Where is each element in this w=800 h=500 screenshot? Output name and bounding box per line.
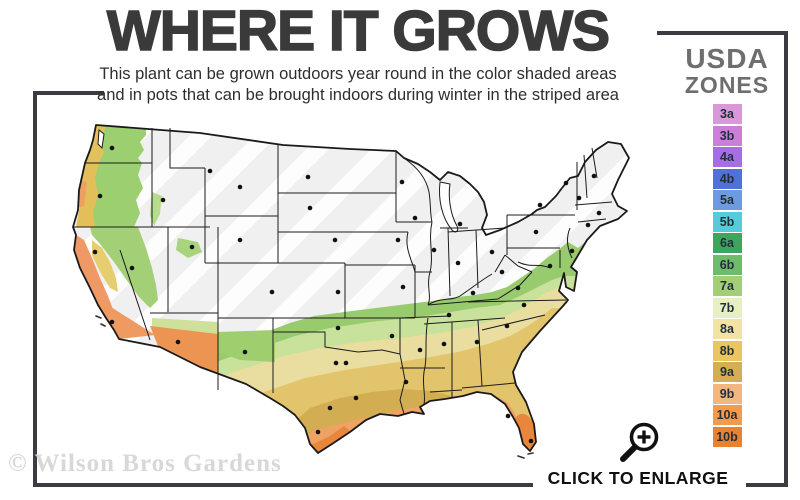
- click-to-enlarge-label[interactable]: CLICK TO ENLARGE: [547, 468, 729, 488]
- zone-swatch-list: 3a 3b 4a 4b 5a 5b 6a 6b 7a 7b 8a 8b 9a 9…: [684, 104, 770, 447]
- zone-swatch-9a: 9a: [712, 362, 742, 382]
- frame-left-dash: [33, 91, 104, 95]
- zone-swatch-3b: 3b: [712, 125, 742, 146]
- subtitle-line-2: and in pots that can be brought indoors …: [97, 86, 619, 104]
- great-lakes: [97, 129, 459, 233]
- frame-left: [33, 91, 37, 487]
- frame-right: [784, 31, 788, 487]
- page-title: WHERE IT GROWS: [106, 0, 611, 63]
- zone-swatch-6a: 6a: [712, 233, 742, 253]
- state-borders: [73, 128, 613, 415]
- us-outline: [72, 124, 630, 454]
- frame-bottom-left: [33, 483, 533, 487]
- subtitle-line-1: This plant can be grown outdoors year ro…: [99, 65, 617, 83]
- city-dots: [92, 145, 602, 444]
- zone-swatch-8b: 8b: [712, 340, 742, 361]
- zone-swatch-9b: 9b: [712, 383, 742, 404]
- zone-swatch-4a: 4a: [712, 147, 742, 167]
- zone-swatch-3a: 3a: [712, 104, 742, 124]
- zone-swatch-4b: 4b: [712, 168, 742, 189]
- magnifier-plus-icon[interactable]: [615, 418, 665, 466]
- zone-swatch-7b: 7b: [712, 297, 742, 318]
- legend-title-zones: ZONES: [684, 72, 770, 98]
- zone-swatch-7a: 7a: [712, 276, 742, 296]
- islands: [95, 315, 534, 459]
- zone-swatch-5a: 5a: [712, 190, 742, 210]
- zone-swatch-5b: 5b: [712, 211, 742, 232]
- zone-swatch-10a: 10a: [712, 405, 742, 425]
- frame-top: [657, 31, 788, 35]
- legend-title-usda: USDA: [685, 43, 769, 74]
- watermark: © Wilson Bros Gardens: [8, 450, 282, 477]
- zone-swatch-8a: 8a: [712, 319, 742, 339]
- frame-bottom-right: [746, 483, 788, 487]
- zone-swatch-6b: 6b: [712, 254, 742, 275]
- usda-zones-legend: USDA ZONES 3a 3b 4a 4b 5a 5b 6a 6b 7a 7b…: [684, 44, 770, 448]
- subtitle: This plant can be grown outdoors year ro…: [0, 64, 716, 106]
- zone-swatch-10b: 10b: [712, 426, 742, 447]
